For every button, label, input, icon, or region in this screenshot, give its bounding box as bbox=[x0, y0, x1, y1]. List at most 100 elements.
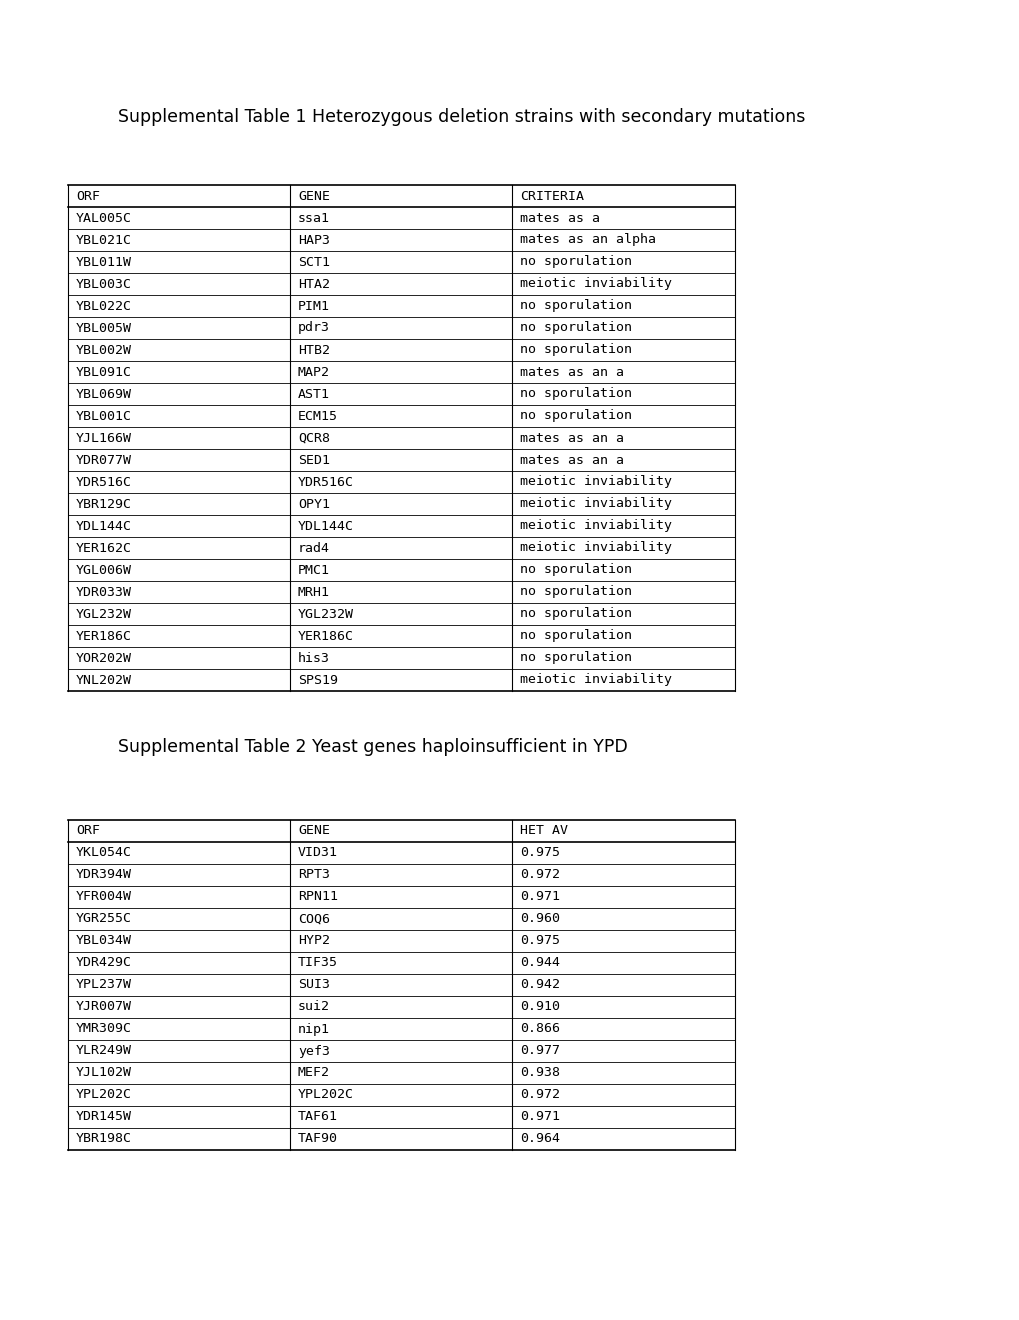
Text: HTB2: HTB2 bbox=[298, 343, 330, 356]
Text: YPL202C: YPL202C bbox=[76, 1089, 131, 1101]
Text: MRH1: MRH1 bbox=[298, 586, 330, 598]
Text: YDR516C: YDR516C bbox=[298, 475, 354, 488]
Text: COQ6: COQ6 bbox=[298, 912, 330, 925]
Text: no sporulation: no sporulation bbox=[520, 652, 632, 664]
Text: no sporulation: no sporulation bbox=[520, 343, 632, 356]
Text: no sporulation: no sporulation bbox=[520, 586, 632, 598]
Text: PMC1: PMC1 bbox=[298, 564, 330, 577]
Text: YER162C: YER162C bbox=[76, 541, 131, 554]
Text: YGL232W: YGL232W bbox=[298, 607, 354, 620]
Text: 0.960: 0.960 bbox=[520, 912, 559, 925]
Text: mates as an a: mates as an a bbox=[520, 454, 624, 466]
Text: YBL003C: YBL003C bbox=[76, 277, 131, 290]
Text: 0.971: 0.971 bbox=[520, 891, 559, 903]
Text: mates as a: mates as a bbox=[520, 211, 599, 224]
Text: yef3: yef3 bbox=[298, 1044, 330, 1057]
Text: YMR309C: YMR309C bbox=[76, 1023, 131, 1035]
Text: YBL091C: YBL091C bbox=[76, 366, 131, 379]
Text: YPL237W: YPL237W bbox=[76, 978, 131, 991]
Text: YGL006W: YGL006W bbox=[76, 564, 131, 577]
Text: 0.938: 0.938 bbox=[520, 1067, 559, 1080]
Text: YDR033W: YDR033W bbox=[76, 586, 131, 598]
Text: YER186C: YER186C bbox=[76, 630, 131, 643]
Text: YBL002W: YBL002W bbox=[76, 343, 131, 356]
Text: mates as an a: mates as an a bbox=[520, 432, 624, 445]
Text: sui2: sui2 bbox=[298, 1001, 330, 1014]
Text: meiotic inviability: meiotic inviability bbox=[520, 541, 672, 554]
Text: 0.866: 0.866 bbox=[520, 1023, 559, 1035]
Text: YPL202C: YPL202C bbox=[298, 1089, 354, 1101]
Text: MEF2: MEF2 bbox=[298, 1067, 330, 1080]
Text: 0.944: 0.944 bbox=[520, 957, 559, 969]
Text: meiotic inviability: meiotic inviability bbox=[520, 498, 672, 511]
Text: no sporulation: no sporulation bbox=[520, 300, 632, 313]
Text: ssa1: ssa1 bbox=[298, 211, 330, 224]
Text: pdr3: pdr3 bbox=[298, 322, 330, 334]
Text: Supplemental Table 2 Yeast genes haploinsufficient in YPD: Supplemental Table 2 Yeast genes haploin… bbox=[118, 738, 627, 756]
Text: YDR077W: YDR077W bbox=[76, 454, 131, 466]
Text: YBR198C: YBR198C bbox=[76, 1133, 131, 1146]
Text: YBR129C: YBR129C bbox=[76, 498, 131, 511]
Text: YDR429C: YDR429C bbox=[76, 957, 131, 969]
Text: YDL144C: YDL144C bbox=[298, 520, 354, 532]
Text: QCR8: QCR8 bbox=[298, 432, 330, 445]
Text: meiotic inviability: meiotic inviability bbox=[520, 277, 672, 290]
Text: nip1: nip1 bbox=[298, 1023, 330, 1035]
Text: rad4: rad4 bbox=[298, 541, 330, 554]
Text: OPY1: OPY1 bbox=[298, 498, 330, 511]
Text: CRITERIA: CRITERIA bbox=[520, 190, 584, 202]
Text: mates as an alpha: mates as an alpha bbox=[520, 234, 655, 247]
Text: 0.975: 0.975 bbox=[520, 935, 559, 948]
Text: HAP3: HAP3 bbox=[298, 234, 330, 247]
Text: SED1: SED1 bbox=[298, 454, 330, 466]
Text: YJR007W: YJR007W bbox=[76, 1001, 131, 1014]
Text: HET AV: HET AV bbox=[520, 825, 568, 837]
Text: 0.972: 0.972 bbox=[520, 869, 559, 882]
Text: GENE: GENE bbox=[298, 190, 330, 202]
Text: 0.910: 0.910 bbox=[520, 1001, 559, 1014]
Text: YBL011W: YBL011W bbox=[76, 256, 131, 268]
Text: 0.977: 0.977 bbox=[520, 1044, 559, 1057]
Text: YLR249W: YLR249W bbox=[76, 1044, 131, 1057]
Text: ORF: ORF bbox=[76, 825, 100, 837]
Text: YJL102W: YJL102W bbox=[76, 1067, 131, 1080]
Text: YBL069W: YBL069W bbox=[76, 388, 131, 400]
Text: SCT1: SCT1 bbox=[298, 256, 330, 268]
Text: AST1: AST1 bbox=[298, 388, 330, 400]
Text: VID31: VID31 bbox=[298, 846, 337, 859]
Text: 0.942: 0.942 bbox=[520, 978, 559, 991]
Text: PIM1: PIM1 bbox=[298, 300, 330, 313]
Text: no sporulation: no sporulation bbox=[520, 607, 632, 620]
Text: TAF61: TAF61 bbox=[298, 1110, 337, 1123]
Text: SUI3: SUI3 bbox=[298, 978, 330, 991]
Text: YDL144C: YDL144C bbox=[76, 520, 131, 532]
Text: Supplemental Table 1 Heterozygous deletion strains with secondary mutations: Supplemental Table 1 Heterozygous deleti… bbox=[118, 108, 805, 125]
Text: 0.972: 0.972 bbox=[520, 1089, 559, 1101]
Text: YKL054C: YKL054C bbox=[76, 846, 131, 859]
Text: YBL021C: YBL021C bbox=[76, 234, 131, 247]
Text: TAF90: TAF90 bbox=[298, 1133, 337, 1146]
Text: YAL005C: YAL005C bbox=[76, 211, 131, 224]
Text: YDR145W: YDR145W bbox=[76, 1110, 131, 1123]
Text: his3: his3 bbox=[298, 652, 330, 664]
Text: YOR202W: YOR202W bbox=[76, 652, 131, 664]
Text: meiotic inviability: meiotic inviability bbox=[520, 673, 672, 686]
Text: RPN11: RPN11 bbox=[298, 891, 337, 903]
Text: ECM15: ECM15 bbox=[298, 409, 337, 422]
Text: YBL034W: YBL034W bbox=[76, 935, 131, 948]
Text: ORF: ORF bbox=[76, 190, 100, 202]
Text: YER186C: YER186C bbox=[298, 630, 354, 643]
Text: TIF35: TIF35 bbox=[298, 957, 337, 969]
Text: YFR004W: YFR004W bbox=[76, 891, 131, 903]
Text: YGR255C: YGR255C bbox=[76, 912, 131, 925]
Text: YDR394W: YDR394W bbox=[76, 869, 131, 882]
Text: no sporulation: no sporulation bbox=[520, 630, 632, 643]
Text: HTA2: HTA2 bbox=[298, 277, 330, 290]
Text: YDR516C: YDR516C bbox=[76, 475, 131, 488]
Text: MAP2: MAP2 bbox=[298, 366, 330, 379]
Text: 0.964: 0.964 bbox=[520, 1133, 559, 1146]
Text: no sporulation: no sporulation bbox=[520, 564, 632, 577]
Text: YBL022C: YBL022C bbox=[76, 300, 131, 313]
Text: no sporulation: no sporulation bbox=[520, 256, 632, 268]
Text: 0.975: 0.975 bbox=[520, 846, 559, 859]
